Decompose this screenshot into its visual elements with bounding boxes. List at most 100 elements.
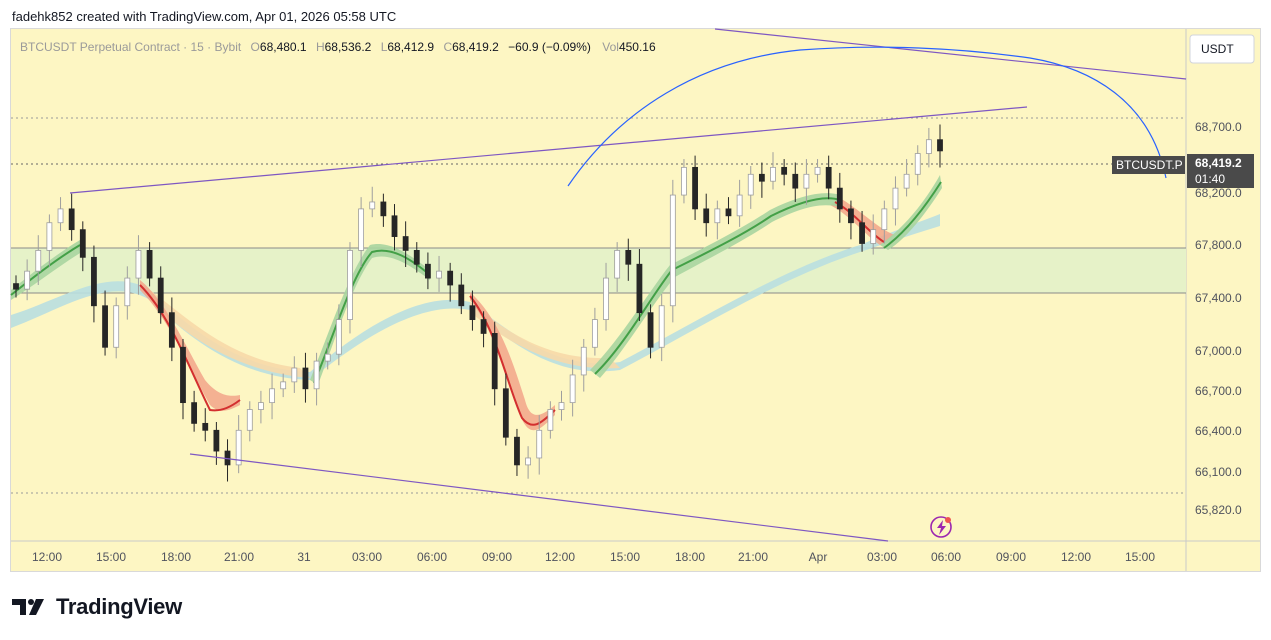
time-label: 12:00 — [32, 550, 62, 564]
time-label: 18:00 — [161, 550, 191, 564]
candle-body — [246, 409, 253, 431]
time-label: 21:00 — [224, 550, 254, 564]
candle-body — [937, 139, 943, 152]
price-label: 67,000.0 — [1195, 344, 1242, 358]
candle-body — [814, 166, 821, 175]
candle-body — [469, 305, 476, 320]
legend-low: 68,412.9 — [387, 40, 434, 54]
candle-body — [770, 166, 776, 182]
price-scale-background — [1186, 29, 1260, 541]
time-axis-background — [11, 541, 1260, 571]
legend: BTCUSDT Perpetual Contract · 15 · Bybit … — [20, 40, 656, 54]
candle-body — [580, 346, 587, 376]
legend-o-label: O — [251, 40, 260, 54]
candle-body — [591, 319, 598, 348]
time-label: 15:00 — [1125, 550, 1155, 564]
candle-body — [614, 250, 621, 279]
tradingview-logo-icon — [12, 599, 44, 615]
candle-body — [347, 250, 353, 320]
candle-body — [803, 173, 810, 189]
candle-body — [447, 270, 454, 286]
candle-body — [502, 388, 509, 438]
chart-frame[interactable] — [10, 28, 1261, 572]
time-label: 03:00 — [352, 550, 382, 564]
candle-body — [157, 277, 164, 314]
price-label: 67,400.0 — [1195, 291, 1242, 305]
lower-trendline[interactable] — [189, 453, 889, 542]
candle-body — [425, 263, 431, 279]
candle-body — [180, 346, 186, 404]
candle-body — [79, 229, 86, 258]
candle-body — [436, 270, 442, 279]
fast-band-up-2 — [310, 244, 430, 385]
candle-body — [703, 208, 710, 224]
candle-body — [213, 429, 220, 452]
candle-body — [280, 381, 287, 390]
time-label: 09:00 — [996, 550, 1026, 564]
fast-band-up-4 — [880, 175, 942, 250]
currency-button-box[interactable] — [1189, 34, 1255, 64]
candle-body — [35, 250, 42, 272]
candle-body — [725, 208, 732, 217]
symbol-tag-label: BTCUSDT.P — [1116, 158, 1183, 172]
arc-curve-drawing[interactable] — [567, 46, 1167, 187]
time-label: 18:00 — [675, 550, 705, 564]
legend-volume: 450.16 — [619, 40, 656, 54]
candle-body — [870, 229, 877, 244]
lightning-icon[interactable] — [930, 516, 952, 538]
resistance-trendline[interactable] — [714, 28, 1187, 80]
candle-body — [102, 305, 108, 348]
legend-high: 68,536.2 — [325, 40, 372, 54]
candle-body — [91, 256, 97, 307]
legend-c-label: C — [443, 40, 452, 54]
price-label: 68,200.0 — [1195, 186, 1242, 200]
time-label: 12:00 — [1061, 550, 1091, 564]
candle-body — [168, 312, 175, 348]
candle-body — [658, 305, 665, 348]
time-label: 31 — [297, 550, 311, 564]
candle-body — [525, 457, 531, 466]
candle-body — [191, 402, 198, 424]
candle-body — [825, 166, 832, 189]
price-tag-countdown: 01:40 — [1195, 172, 1225, 186]
candle-body — [258, 402, 264, 410]
legend-open: 68,480.1 — [260, 40, 307, 54]
svg-text:BTCUSDT Perpetual Contract · 1: BTCUSDT Perpetual Contract · 15 · Bybit … — [20, 40, 656, 54]
time-label: 15:00 — [610, 550, 640, 564]
tradingview-logo[interactable]: TradingView — [12, 594, 182, 620]
price-tag — [1187, 154, 1254, 188]
fast-average-line-down-2 — [469, 295, 556, 426]
price-tag-value: 68,419.2 — [1195, 156, 1242, 170]
legend-close: 68,419.2 — [452, 40, 499, 54]
candle-body — [413, 250, 420, 265]
candle-body — [736, 194, 743, 217]
candle-body — [313, 360, 320, 390]
candle-body — [781, 166, 788, 175]
price-label: 66,400.0 — [1195, 424, 1242, 438]
candle-body — [491, 333, 498, 390]
candle-body — [892, 187, 899, 210]
upper-trendline[interactable] — [69, 106, 1028, 194]
candle-body — [558, 402, 565, 410]
candle-body — [514, 436, 520, 466]
time-label: 12:00 — [545, 550, 575, 564]
fast-band-down-2 — [470, 292, 555, 431]
price-label: 66,700.0 — [1195, 384, 1242, 398]
candle-body — [836, 187, 843, 210]
candle-body — [848, 208, 854, 224]
fast-average-line-up-3 — [594, 197, 841, 375]
legend-h-label: H — [316, 40, 325, 54]
time-label: 09:00 — [482, 550, 512, 564]
candle-body — [402, 236, 409, 251]
candle-body — [747, 173, 754, 196]
candle-body — [235, 429, 242, 466]
slow-average-band — [11, 214, 940, 380]
candle-body — [291, 367, 298, 383]
price-label: 67,800.0 — [1195, 238, 1242, 252]
candle-body — [914, 153, 921, 175]
candle-body — [391, 215, 398, 237]
candle-body — [335, 319, 342, 355]
fast-average-line-up-4 — [883, 181, 942, 249]
candle-body — [324, 353, 331, 362]
